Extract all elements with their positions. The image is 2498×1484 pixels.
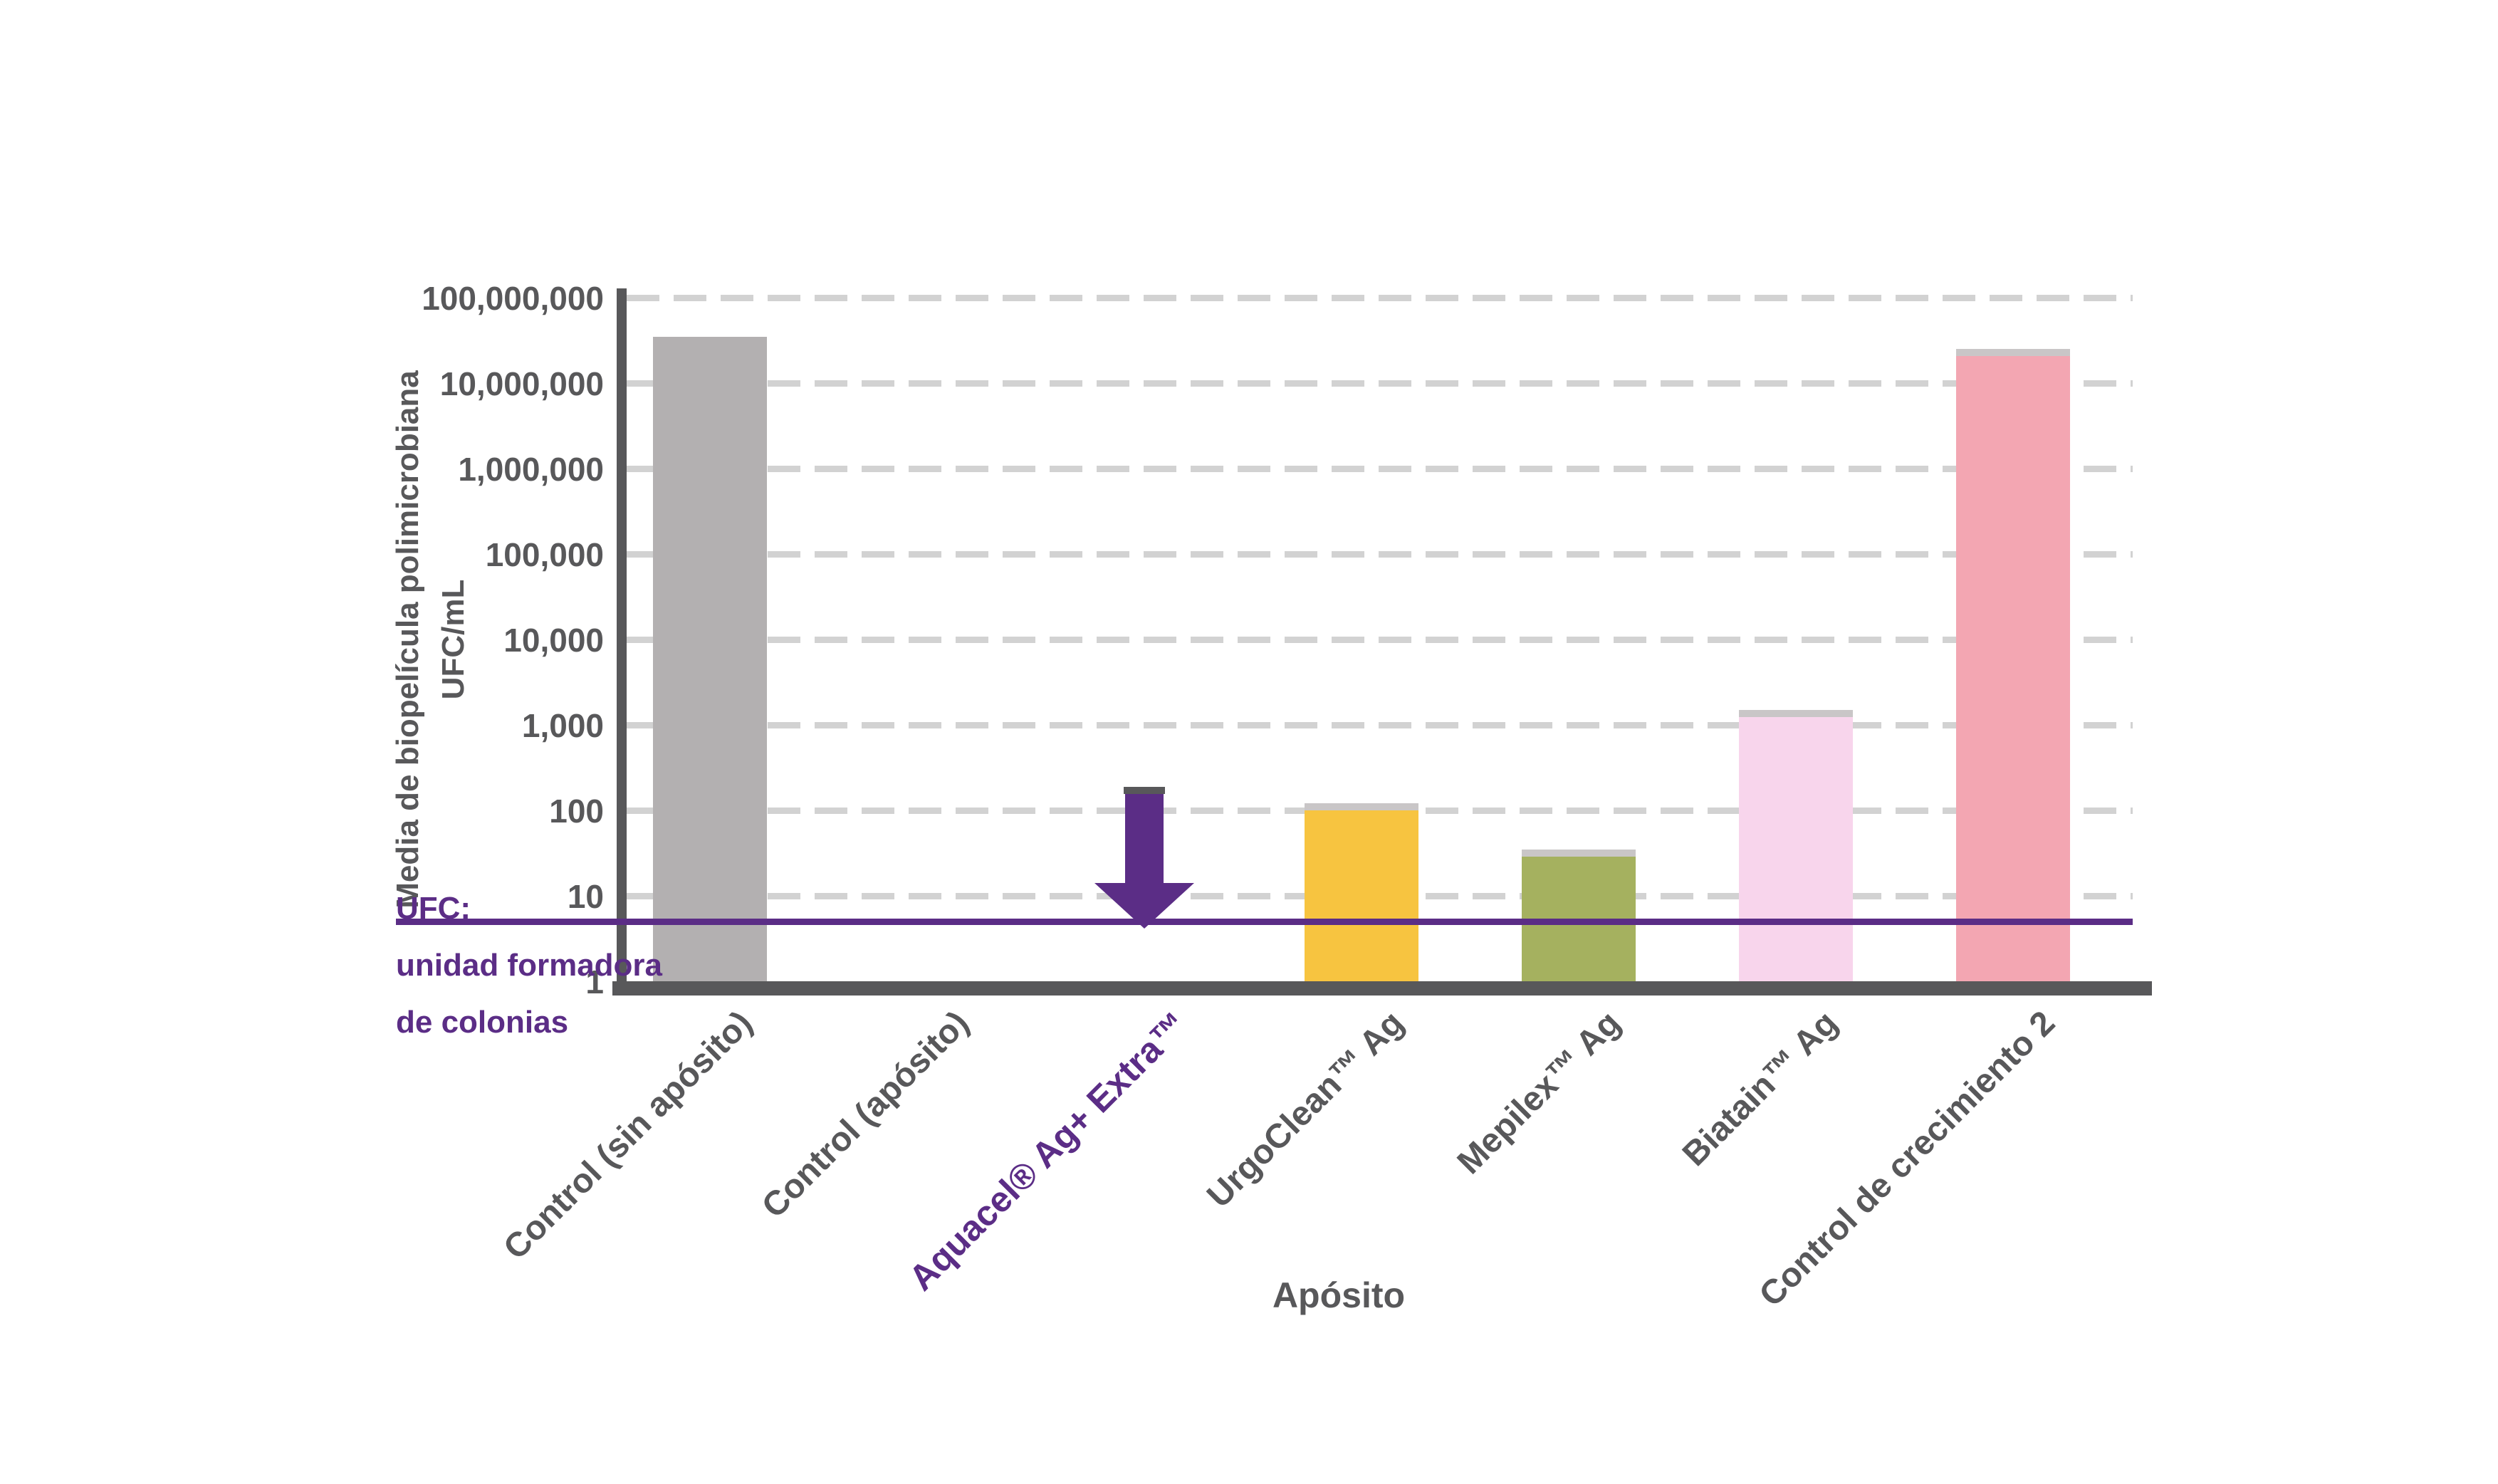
y-tick-label: 10 [567, 878, 604, 915]
y-tick-label: 100 [549, 793, 604, 830]
below-detection-arrow-shaft [1125, 794, 1164, 883]
bar-light_pink [1739, 716, 1853, 987]
error-cap [1739, 709, 1853, 717]
x-category-label: Biatain™ Ag [1676, 1003, 1846, 1174]
error-cap [1956, 349, 2070, 357]
arrow-cap [1124, 787, 1165, 794]
x-category-label: Mepilex™ Ag [1451, 1003, 1629, 1182]
y-axis-line [617, 288, 627, 996]
error-cap [1522, 849, 1636, 857]
footnote-line2: unidad formadora [396, 948, 663, 983]
gridline-1000000 [627, 466, 2133, 472]
gridline-10000 [627, 637, 2133, 643]
y-tick-label: 100,000 [485, 536, 604, 573]
y-tick-label: 100,000,000 [422, 280, 604, 317]
gridline-100000 [627, 551, 2133, 558]
bar-bar_gray [653, 336, 767, 987]
y-tick-label: 1 [585, 963, 604, 1000]
bar-yellow [1305, 810, 1418, 987]
y-tick-label: 10,000 [503, 622, 604, 659]
footnote-ufc: UFC: unidad formadora de colonias [396, 880, 662, 1051]
y-tick-label: 1,000,000 [458, 451, 604, 488]
footnote-line3: de colonias [396, 1005, 569, 1040]
x-category-label: Control (apósito) [755, 1003, 977, 1226]
below-detection-arrow-head [1094, 883, 1194, 929]
gridline-10000000 [627, 380, 2133, 387]
x-axis-title: Apósito [1272, 1275, 1406, 1315]
x-axis-baseline [612, 981, 2152, 996]
gridline-100000000 [627, 295, 2133, 301]
gridline-1000 [627, 722, 2133, 728]
footnote-line1: UFC: [396, 891, 471, 926]
y-tick-label: 10,000,000 [439, 365, 604, 402]
bar-dark_pink [1956, 356, 2070, 987]
detection-limit-line [396, 919, 2133, 926]
error-cap [1305, 803, 1418, 811]
y-tick-label: 1,000 [521, 707, 604, 744]
x-category-label: UrgoClean™ Ag [1199, 1003, 1411, 1216]
